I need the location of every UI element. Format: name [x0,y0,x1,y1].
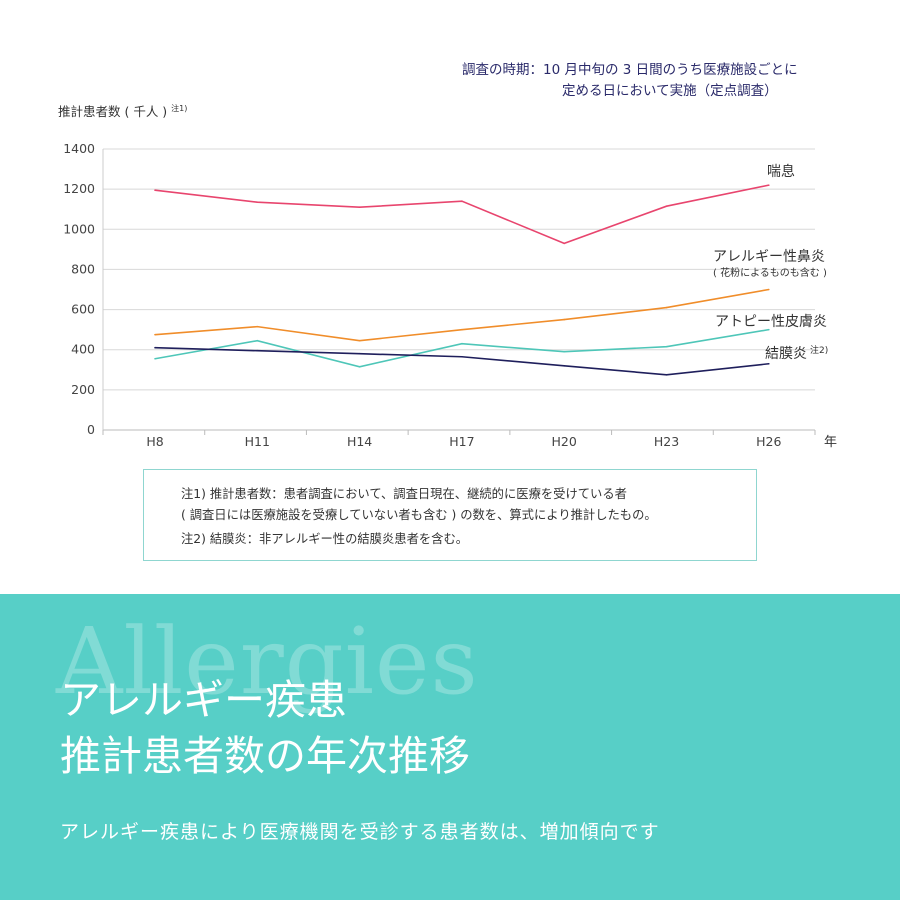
data-point [768,328,770,331]
y-tick-label: 1200 [63,181,95,196]
survey-line-1: 調査の時期：10 月中旬の 3 日間のうち医療施設ごとに [462,62,798,78]
data-point [665,345,668,348]
y-axis-label-note: 注1) [171,103,188,113]
series-line-0 [154,184,769,245]
data-point [154,357,156,360]
data-point [563,364,565,367]
data-point [256,325,259,328]
data-point [563,350,565,353]
series-label-2: アトピー性皮膚炎 [715,314,827,330]
banner-title: アレルギー疾患 推計患者数の年次推移 [60,672,470,784]
data-point [154,346,156,349]
x-tick-label: H17 [449,434,474,449]
data-point [461,200,463,202]
series-label-3: 結膜炎 注2) [765,344,828,362]
x-tick-label: H20 [552,434,577,449]
x-tick-label: H26 [756,434,781,449]
y-tick-label: 0 [87,422,95,437]
data-point [665,374,668,376]
data-point [256,339,259,342]
data-point [358,206,361,209]
line-chart: 0 200 400 600 800 1000 1200 1400 H8 H11 H14 H17 H20 H… [63,141,837,450]
series-label-1: アレルギー性鼻炎 [713,248,825,265]
footnote-1a: 注1) 推計患者数：患者調査において、調査日現在、継続的に医療を受けている者 [181,487,627,501]
series-line-3 [154,346,769,376]
x-tick-label: H8 [146,434,163,449]
data-point [461,355,463,358]
data-point [256,349,259,352]
data-point [154,333,156,336]
x-tick-label: H11 [245,434,270,449]
banner-title-line-1: アレルギー疾患 [60,676,347,724]
data-point [358,365,361,368]
y-axis-label: 推計患者数 ( 千人 ) 注1) [58,101,187,120]
y-tick-label: 1000 [63,221,95,236]
y-tick-label: 1400 [63,141,95,156]
x-tick-label: H23 [654,434,679,449]
banner-watermark: Allergies [56,608,479,715]
data-point [461,328,463,331]
series-label-0: 喘息 [767,163,795,180]
survey-period-note: 調査の時期：10 月中旬の 3 日間のうち医療施設ごとに 定める日において実施（… [462,60,798,102]
data-point [665,205,668,208]
data-point [768,184,770,186]
survey-line-2: 定める日において実施（定点調査） [562,83,778,99]
y-axis-label-text: 推計患者数 ( 千人 ) [58,104,168,119]
data-point [768,362,770,365]
data-point [256,201,259,203]
y-tick-label: 400 [71,342,95,357]
banner-subtitle: アレルギー疾患により医療機関を受診する患者数は、増加傾向です [60,821,660,843]
footnotes-box: 注1) 推計患者数：患者調査において、調査日現在、継続的に医療を受けている者 (… [143,469,757,561]
series-label-note: 注2) [810,344,828,356]
banner-title-line-2: 推計患者数の年次推移 [60,732,470,780]
data-point [768,288,770,291]
y-tick-label: 200 [71,382,95,397]
y-tick-label: 800 [71,261,95,276]
data-point [358,352,361,355]
footnote-2: 注2) 結膜炎：非アレルギー性の結膜炎患者を含む。 [181,532,469,546]
data-point [665,306,668,309]
y-tick-label: 600 [71,302,95,317]
data-point [563,318,565,321]
data-point [358,339,361,342]
series-sublabel-1: ( 花粉によるものも含む ) [713,266,827,279]
series-line-2 [154,328,769,368]
banner [0,594,900,900]
data-point [154,189,156,191]
footnote-1b: ( 調査日には医療施設を受療していない者も含む ) の数を、算式により推計したも… [181,508,657,522]
x-axis-label: 年 [824,435,837,450]
data-point [461,342,463,345]
x-tick-label: H14 [347,434,372,449]
series-line-1 [154,288,769,342]
data-point [563,242,565,245]
